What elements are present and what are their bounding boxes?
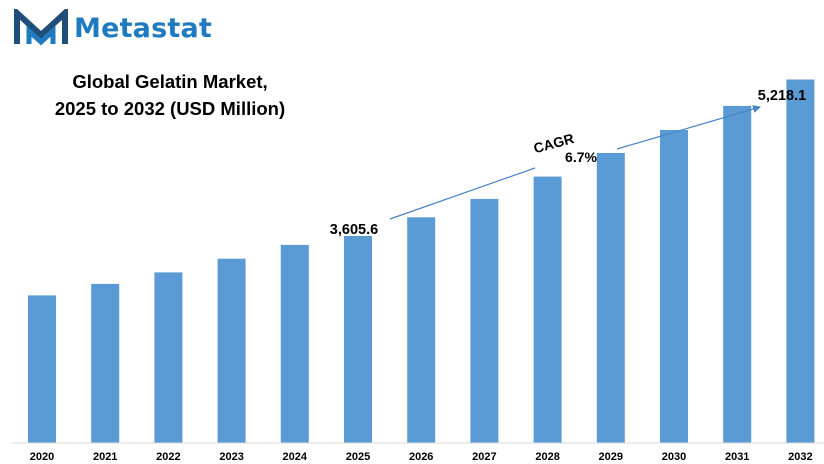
cagr-value: 6.7%	[565, 149, 597, 165]
x-tick-label-2030: 2030	[662, 451, 686, 463]
bar-2020	[28, 295, 56, 443]
x-tick-label-2022: 2022	[156, 451, 180, 463]
x-tick-label-2028: 2028	[535, 451, 559, 463]
bar-2026	[407, 217, 436, 443]
bar-2025	[344, 236, 372, 443]
bar-2023	[217, 258, 246, 443]
bar-2028	[533, 176, 562, 443]
x-tick-label-2020: 2020	[30, 451, 54, 463]
brand-name: Metastat	[74, 12, 213, 44]
brand-logo: Metastat	[14, 8, 212, 48]
cagr-arrow-segment-1	[389, 167, 536, 220]
chart-title-line-1: Global Gelatin Market,	[72, 71, 268, 92]
x-tick-label-2026: 2026	[409, 451, 433, 463]
bar-2027	[470, 198, 499, 443]
bar-2029	[596, 153, 625, 443]
bar-2030	[660, 130, 688, 443]
data-label-2025: 3,605.6	[330, 222, 378, 238]
chart-title: Global Gelatin Market, 2025 to 2032 (USD…	[20, 68, 320, 122]
bar-2024	[280, 244, 309, 443]
cagr-arrow-segment-2	[616, 105, 761, 150]
x-tick-label-2032: 2032	[788, 451, 812, 463]
x-tick-label-2024: 2024	[283, 451, 308, 463]
bar-2021	[91, 283, 120, 443]
x-tick-label-2025: 2025	[346, 451, 370, 463]
x-tick-label-2031: 2031	[725, 451, 749, 463]
bar-2032	[786, 79, 815, 443]
x-tick-label-2027: 2027	[472, 451, 496, 463]
bar-2022	[154, 272, 183, 443]
data-label-2032: 5,218.1	[758, 88, 806, 104]
chart-title-line-2: 2025 to 2032 (USD Million)	[54, 98, 286, 119]
x-tick-label-2023: 2023	[219, 451, 243, 463]
metastat-logo-icon	[14, 9, 68, 46]
bar-2031	[723, 105, 752, 444]
x-tick-label-2021: 2021	[93, 451, 117, 463]
x-tick-label-2029: 2029	[599, 451, 623, 463]
